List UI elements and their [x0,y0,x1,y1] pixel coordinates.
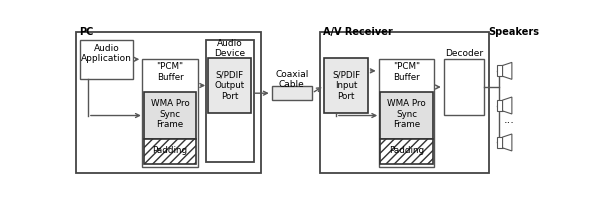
Bar [380,93,433,139]
Bar [497,66,503,77]
Text: Audio
Application: Audio Application [81,43,132,63]
Text: WMA Pro
Sync
Frame: WMA Pro Sync Frame [151,99,189,128]
Text: Padding: Padding [389,145,424,154]
Text: Audio
Device: Audio Device [214,39,245,58]
Bar [378,60,435,167]
Text: "PCM"
Buffer: "PCM" Buffer [393,62,420,81]
Text: ...: ... [503,115,514,125]
Bar [497,137,503,148]
Bar [144,139,197,164]
Text: S/PDIF
Input
Port: S/PDIF Input Port [332,70,360,100]
Bar [324,58,368,114]
Bar [206,41,254,162]
Bar [208,58,252,114]
Polygon shape [503,134,512,151]
Bar [80,41,133,79]
Text: PC: PC [79,27,93,37]
Bar [144,93,197,139]
Text: Padding: Padding [153,145,188,154]
Text: "PCM"
Buffer: "PCM" Buffer [156,62,184,81]
Bar [497,101,503,111]
Bar [272,87,312,101]
Bar [76,33,260,173]
Text: Coaxial
Cable: Coaxial Cable [275,70,308,89]
Text: Speakers: Speakers [488,27,539,37]
Bar [380,139,433,164]
Text: S/PDIF
Output
Port: S/PDIF Output Port [215,70,245,100]
Bar [320,33,490,173]
Text: Decoder: Decoder [445,49,483,58]
Text: WMA Pro
Sync
Frame: WMA Pro Sync Frame [387,99,426,128]
Polygon shape [503,63,512,80]
Bar [142,60,198,167]
Text: A/V Receiver: A/V Receiver [323,27,392,37]
Bar [443,60,484,115]
Polygon shape [503,98,512,114]
